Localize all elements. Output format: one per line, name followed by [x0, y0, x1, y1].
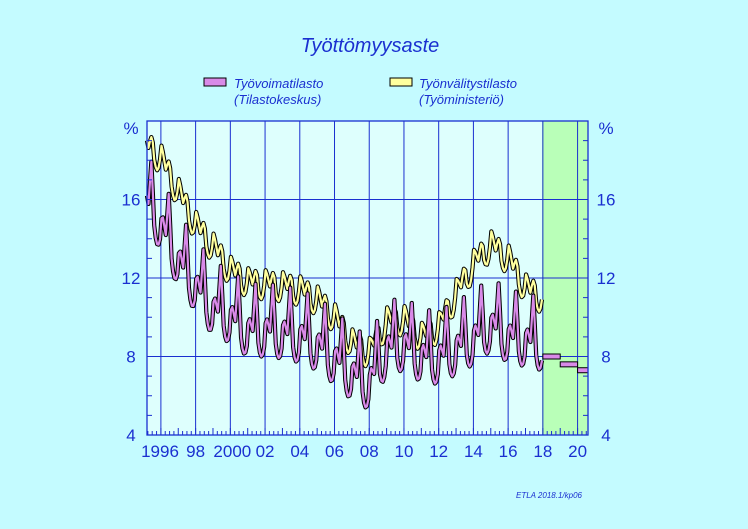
- legend: Työvoimatilasto (Tilastokeskus) Työnväli…: [203, 76, 517, 107]
- y-tick-label-left: 4: [126, 426, 135, 445]
- series-layer: [144, 134, 545, 410]
- x-tick-label: 06: [325, 442, 344, 461]
- y-tick-label-right: 4: [601, 426, 610, 445]
- x-tick-label: 14: [464, 442, 483, 461]
- y-tick-label-right: 12: [597, 269, 616, 288]
- y-tick-label-right: 16: [597, 191, 616, 210]
- y-tick-label-left: 8: [126, 348, 135, 367]
- credit-text: ETLA 2018.1/kp06: [516, 491, 583, 500]
- x-tick-label: 20: [568, 442, 587, 461]
- legend-label-tyovoimatilasto: Työvoimatilasto: [234, 76, 323, 91]
- x-tick-label: 16: [499, 442, 518, 461]
- unit-label-right: %: [598, 119, 613, 138]
- x-tick-label: 08: [360, 442, 379, 461]
- legend-sublabel-tyonvalitystilasto: (Työministeriö): [419, 92, 504, 107]
- x-tick-label: 12: [429, 442, 448, 461]
- y-tick-label-right: 8: [601, 348, 610, 367]
- forecast-step: [577, 367, 589, 374]
- y-axis-right: 4 8 12 16: [597, 191, 616, 446]
- x-tick-label: 04: [290, 442, 309, 461]
- y-axis-left: 4 8 12 16: [122, 191, 141, 446]
- x-tick-label: 1996: [141, 442, 179, 461]
- y-tick-label-left: 12: [122, 269, 141, 288]
- forecast-step: [542, 353, 561, 360]
- minor-ticks: [147, 120, 588, 436]
- x-tick-label: 18: [533, 442, 552, 461]
- x-tick-label: 10: [394, 442, 413, 461]
- legend-swatch-tyovoimatilasto: [203, 77, 227, 87]
- x-axis: 1996 98 2000 02 04 06 08 10 12 14 16 18 20: [141, 442, 587, 461]
- chart-title: Työttömyysaste: [301, 35, 440, 57]
- legend-label-tyonvalitystilasto: Työnvälitystilasto: [419, 76, 517, 91]
- forecast-step: [559, 361, 579, 368]
- legend-swatch-tyonvalitystilasto: [389, 77, 413, 87]
- x-tick-label: 02: [256, 442, 275, 461]
- x-tick-label: 2000: [213, 442, 251, 461]
- series-line-0: [145, 160, 544, 409]
- x-tick-label: 98: [186, 442, 205, 461]
- legend-sublabel-tyovoimatilasto: (Tilastokeskus): [234, 92, 321, 107]
- unit-label-left: %: [123, 119, 138, 138]
- y-tick-label-left: 16: [122, 191, 141, 210]
- forecast-lines: [542, 353, 589, 374]
